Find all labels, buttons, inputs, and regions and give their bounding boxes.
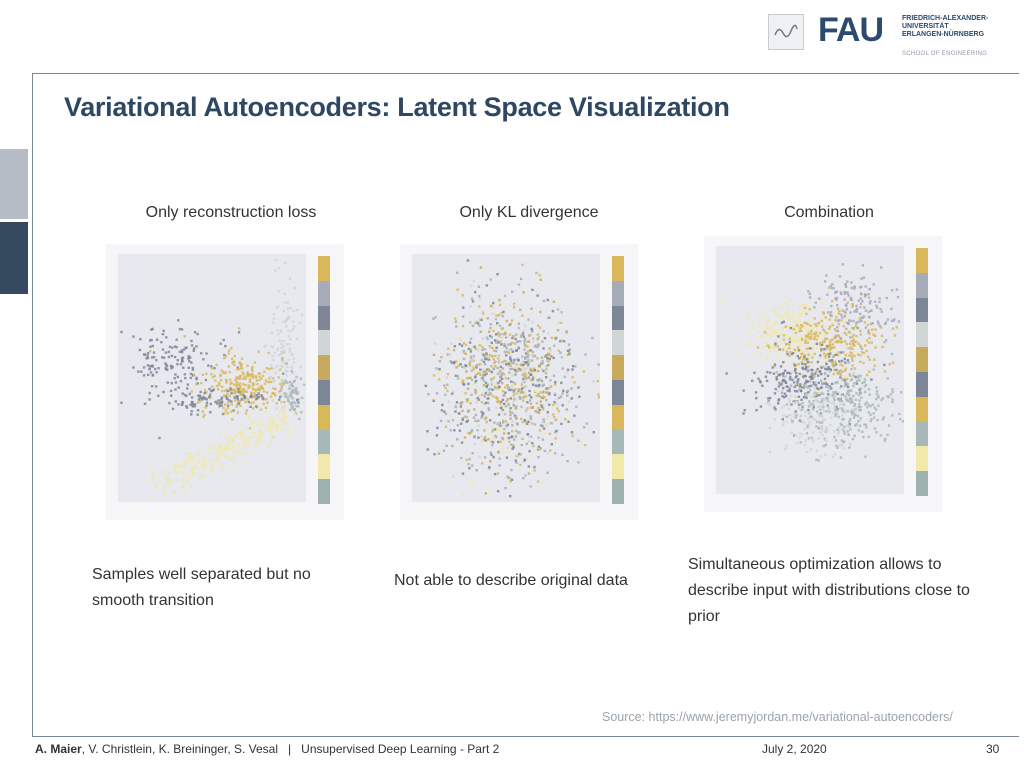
- colorbar-segment: [318, 355, 330, 380]
- colorbar-kl: [612, 256, 624, 504]
- colorbar-segment: [318, 305, 330, 331]
- colorbar-segment: [318, 379, 330, 405]
- slide-frame: [32, 73, 1019, 737]
- colorbar-segment: [318, 280, 330, 306]
- footer-author-bold: A. Maier: [35, 742, 82, 756]
- footer-authors: A. Maier, V. Christlein, K. Breininger, …: [35, 742, 499, 756]
- colorbar-segment: [612, 479, 624, 504]
- footer-date: July 2, 2020: [762, 742, 827, 756]
- side-marker-light: [0, 149, 28, 219]
- colorbar-segment: [318, 404, 330, 430]
- institute-logo: [768, 14, 804, 50]
- colorbar-segment: [916, 371, 928, 397]
- page-number: 30: [986, 742, 1000, 756]
- colorbar-segment: [318, 454, 330, 480]
- fau-logo: FAU: [818, 11, 884, 49]
- footer-separator: |: [288, 742, 292, 756]
- colorbar-segment: [612, 330, 624, 356]
- description-combination: Simultaneous optimization allows to desc…: [688, 556, 970, 625]
- colorbar-segment: [916, 248, 928, 273]
- colorbar-segment: [916, 421, 928, 447]
- column-title-kl: Only KL divergence: [459, 204, 599, 221]
- colorbar-segment: [612, 429, 624, 455]
- colorbar-segment: [612, 355, 624, 380]
- slide-title: Variational Autoencoders: Latent Space V…: [64, 92, 730, 122]
- colorbar-combination: [916, 248, 928, 496]
- colorbar-segment: [612, 379, 624, 405]
- side-marker-dark: [0, 222, 28, 294]
- scatter-area-combination: [716, 246, 905, 494]
- colorbar-segment: [612, 454, 624, 480]
- latent-plot-reconstruction: [106, 244, 344, 520]
- university-name: FRIEDRICH-ALEXANDER- UNIVERSITÄT ERLANGE…: [902, 15, 989, 38]
- colorbar-segment: [916, 322, 928, 348]
- footer-authors-rest: , V. Christlein, K. Breininger, S. Vesal: [81, 742, 279, 756]
- scatter-area-kl: [412, 254, 601, 502]
- colorbar-segment: [916, 297, 928, 323]
- colorbar-segment: [916, 347, 928, 372]
- colorbar-segment: [612, 256, 624, 281]
- colorbar-segment: [916, 272, 928, 298]
- colorbar-segment: [612, 280, 624, 306]
- colorbar-segment: [916, 446, 928, 472]
- colorbar-segment: [612, 404, 624, 430]
- column-title-reconstruction: Only reconstruction loss: [145, 204, 317, 221]
- latent-plot-kl: [400, 244, 638, 520]
- colorbar-reconstruction: [318, 256, 330, 504]
- colorbar-segment: [318, 429, 330, 455]
- colorbar-segment: [916, 471, 928, 496]
- colorbar-segment: [318, 256, 330, 281]
- colorbar-segment: [318, 479, 330, 504]
- scatter-area-reconstruction: [118, 254, 306, 502]
- column-title-combination: Combination: [784, 204, 874, 221]
- colorbar-segment: [916, 396, 928, 422]
- colorbar-segment: [612, 305, 624, 331]
- latent-plot-combination: [704, 236, 942, 512]
- school-name: SCHOOL OF ENGINEERING: [902, 51, 988, 57]
- footer-lecture: Unsupervised Deep Learning - Part 2: [301, 742, 500, 756]
- description-reconstruction: Samples well separated but no smooth tra…: [92, 566, 311, 609]
- colorbar-segment: [318, 330, 330, 356]
- description-kl: Not able to describe original data: [394, 572, 628, 589]
- source-citation: Source: https://www.jeremyjordan.me/vari…: [602, 710, 953, 724]
